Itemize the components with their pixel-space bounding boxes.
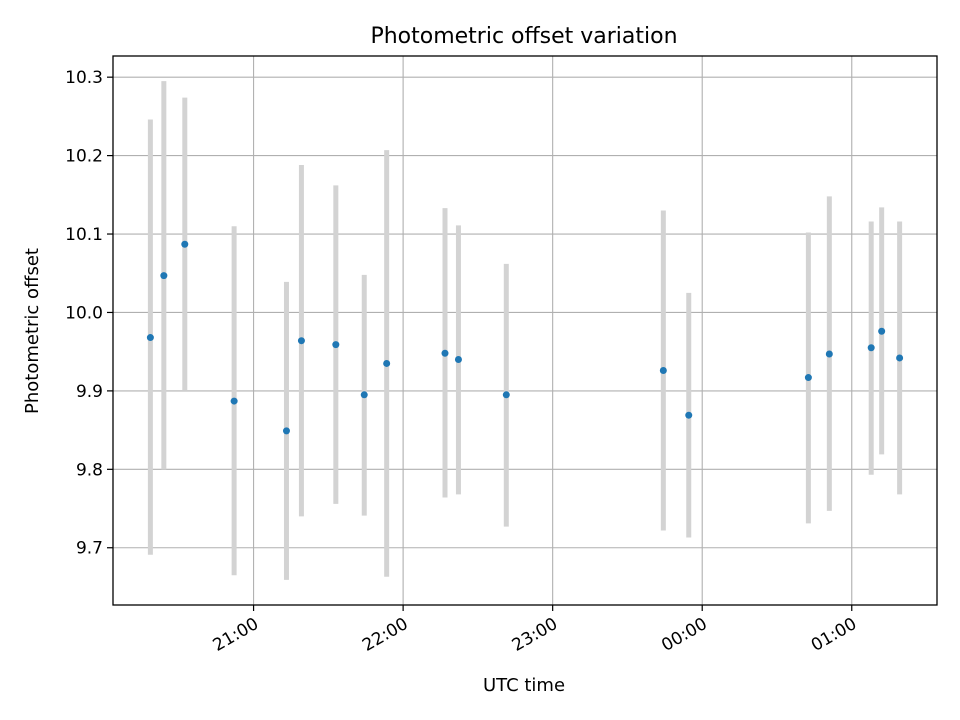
- x-tick-label-2: 23:00: [509, 614, 561, 656]
- data-point-3: [230, 397, 238, 405]
- data-point-16: [867, 344, 875, 352]
- data-points: [146, 240, 904, 435]
- data-point-6: [332, 341, 340, 349]
- x-tick-label-4: 01:00: [808, 614, 860, 656]
- data-point-1: [160, 272, 168, 280]
- x-tick-label-1: 22:00: [359, 614, 411, 656]
- y-tick-label-0: 9.7: [76, 539, 103, 559]
- x-axis-ticks: 21:00 22:00 23:00 00:00 01:00: [210, 605, 860, 656]
- x-axis-label: UTC time: [483, 675, 565, 696]
- y-tick-label-4: 10.1: [65, 225, 103, 245]
- data-point-8: [383, 359, 391, 367]
- y-axis-label: Photometric offset: [22, 248, 43, 414]
- y-tick-label-1: 9.8: [76, 460, 103, 480]
- data-point-5: [297, 337, 305, 345]
- data-point-11: [502, 391, 510, 399]
- data-point-14: [804, 374, 812, 382]
- data-point-13: [685, 411, 693, 419]
- plot-frame: [112, 55, 938, 606]
- x-tick-label-3: 00:00: [658, 614, 710, 656]
- data-point-9: [441, 349, 449, 357]
- y-tick-label-6: 10.3: [65, 68, 103, 88]
- grid: [113, 56, 937, 605]
- data-point-7: [360, 391, 368, 399]
- data-point-10: [454, 356, 462, 364]
- data-point-18: [896, 354, 904, 362]
- data-point-4: [282, 427, 290, 435]
- data-point-2: [181, 240, 189, 248]
- data-point-0: [146, 334, 154, 342]
- data-point-15: [825, 350, 833, 358]
- y-tick-label-5: 10.2: [65, 147, 103, 167]
- y-tick-label-2: 9.9: [76, 382, 103, 402]
- y-tick-label-3: 10.0: [65, 303, 103, 323]
- x-tick-label-0: 21:00: [210, 614, 262, 656]
- data-point-17: [878, 327, 886, 335]
- data-point-12: [659, 366, 667, 374]
- y-axis-ticks: 9.7 9.8 9.9 10.0 10.1 10.2 10.3: [65, 68, 113, 559]
- chart-title: Photometric offset variation: [370, 24, 677, 49]
